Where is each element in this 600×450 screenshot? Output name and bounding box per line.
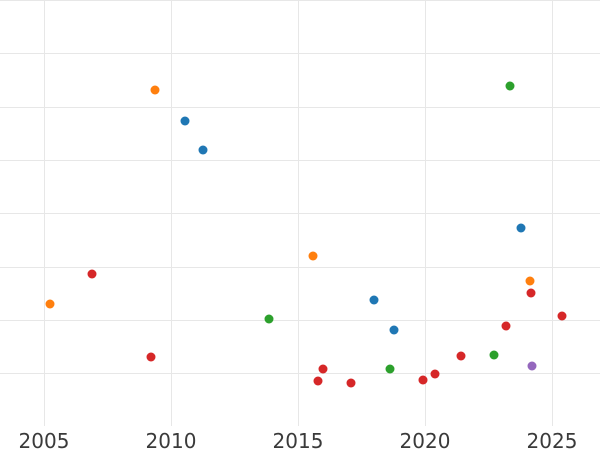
- x-tick-label: 2005: [18, 429, 70, 450]
- gridline-vertical: [425, 0, 426, 426]
- gridline-horizontal: [0, 373, 600, 374]
- scatter-point: [489, 350, 499, 360]
- gridline-horizontal: [0, 213, 600, 214]
- gridline-vertical: [44, 0, 45, 426]
- scatter-point: [146, 352, 156, 362]
- x-tick-label: 2015: [272, 429, 324, 450]
- scatter-point: [87, 269, 97, 279]
- gridline-horizontal: [0, 107, 600, 108]
- scatter-point: [525, 276, 535, 286]
- scatter-point: [418, 375, 428, 385]
- x-tick-label: 2020: [399, 429, 451, 450]
- scatter-point: [346, 378, 356, 388]
- x-tick-label: 2010: [145, 429, 197, 450]
- gridline-horizontal: [0, 320, 600, 321]
- scatter-point: [527, 361, 537, 371]
- gridline-vertical: [171, 0, 172, 426]
- scatter-point: [385, 364, 395, 374]
- scatter-point: [150, 85, 160, 95]
- scatter-point: [516, 223, 526, 233]
- scatter-point: [501, 321, 511, 331]
- scatter-point: [318, 364, 328, 374]
- scatter-point: [198, 145, 208, 155]
- gridline-horizontal: [0, 160, 600, 161]
- scatter-point: [557, 311, 567, 321]
- gridline-horizontal: [0, 267, 600, 268]
- scatter-point: [389, 325, 399, 335]
- scatter-point: [369, 295, 379, 305]
- scatter-point: [180, 116, 190, 126]
- scatter-point: [456, 351, 466, 361]
- gridline-horizontal: [0, 53, 600, 54]
- gridline-horizontal: [0, 0, 600, 1]
- scatter-point: [505, 81, 515, 91]
- scatter-point: [45, 299, 55, 309]
- scatter-point: [308, 251, 318, 261]
- gridline-vertical: [298, 0, 299, 426]
- scatter-point: [430, 369, 440, 379]
- x-tick-label: 2025: [526, 429, 578, 450]
- scatter-point: [526, 288, 536, 298]
- gridline-vertical: [552, 0, 553, 426]
- scatter-point: [313, 376, 323, 386]
- scatter-point: [264, 314, 274, 324]
